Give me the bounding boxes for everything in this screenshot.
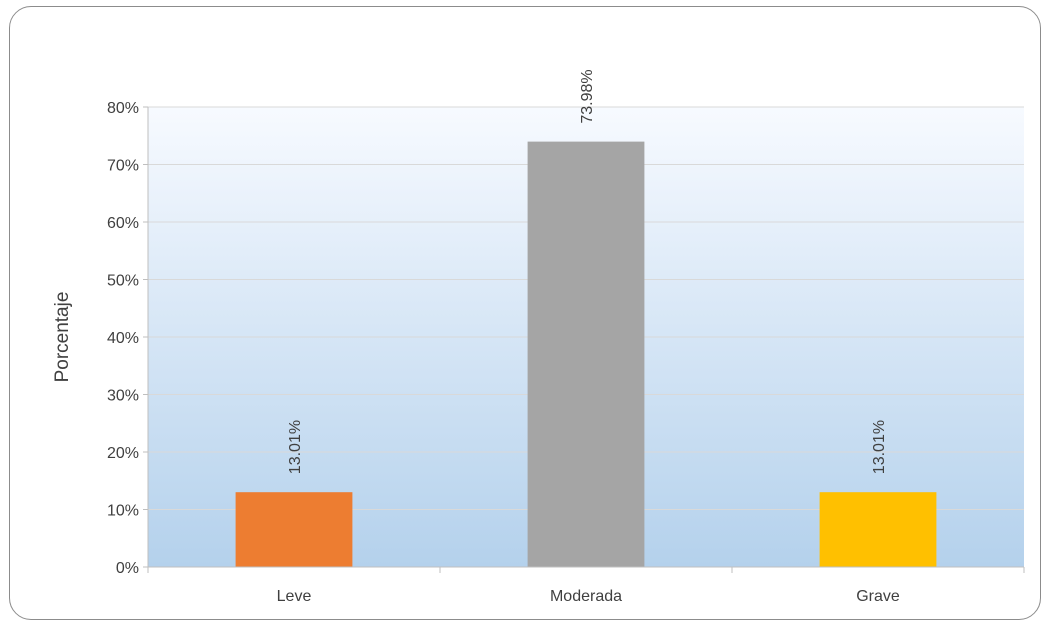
y-tick-label: 70% — [107, 158, 139, 175]
y-tick-label: 0% — [116, 560, 139, 577]
bar-grave — [819, 492, 937, 567]
y-tick-label: 20% — [107, 445, 139, 462]
y-tick-label: 50% — [107, 273, 139, 290]
y-axis-title: Porcentaje — [52, 292, 73, 383]
y-tick-label: 30% — [107, 388, 139, 405]
data-label: 13.01% — [871, 420, 888, 474]
bar-moderada — [527, 141, 645, 568]
data-label: 73.98% — [579, 69, 596, 123]
x-tick-label: Moderada — [550, 588, 622, 605]
bar-leve — [235, 492, 353, 567]
y-tick-label: 60% — [107, 215, 139, 232]
x-tick-label: Leve — [277, 588, 312, 605]
y-tick-label: 80% — [107, 100, 139, 117]
y-tick-label: 10% — [107, 503, 139, 520]
y-tick-label: 40% — [107, 330, 139, 347]
data-label: 13.01% — [287, 420, 304, 474]
x-tick-label: Grave — [856, 588, 900, 605]
